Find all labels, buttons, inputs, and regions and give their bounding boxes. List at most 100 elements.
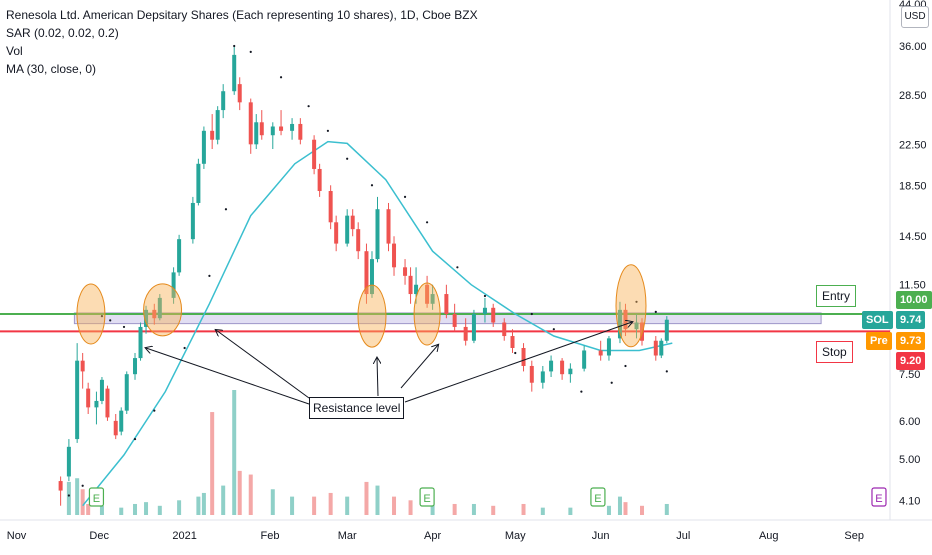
resistance-arrow — [146, 348, 310, 405]
sar-dot — [109, 319, 112, 322]
candle-body — [94, 400, 99, 408]
candle-body — [529, 365, 534, 383]
candle-body — [237, 84, 242, 103]
earnings-marker — [419, 487, 435, 507]
x-tick-label: Jul — [676, 530, 690, 542]
candle-body — [617, 309, 622, 339]
x-tick-label: Dec — [89, 530, 109, 542]
sar-dot — [346, 157, 349, 160]
volume-bar — [99, 505, 104, 515]
chart-legend: Renesola Ltd. American Depsitary Shares … — [6, 6, 478, 78]
legend-sar[interactable]: SAR (0.02, 0.02, 0.2) — [6, 26, 119, 40]
y-tick-label: 22.50 — [899, 139, 927, 151]
volume-bar — [345, 496, 350, 515]
sar-dot — [483, 294, 487, 298]
sar-dot — [133, 437, 137, 441]
candle-body — [105, 388, 110, 418]
volume-bar — [640, 505, 645, 515]
y-tick-label: 7.50 — [899, 369, 920, 381]
x-tick-label: Aug — [759, 530, 779, 542]
candle-body — [471, 313, 476, 341]
candle-body — [598, 350, 603, 356]
candle-body — [232, 54, 237, 92]
sar-dot — [624, 364, 627, 368]
candle-body — [254, 122, 259, 145]
candle-body — [659, 340, 664, 356]
y-tick-label: 5.00 — [899, 454, 920, 466]
sar-dot — [153, 409, 156, 412]
candle-body — [113, 420, 118, 436]
resistance-arrow — [377, 358, 378, 397]
volume-bar — [521, 503, 526, 515]
highlight-ellipse — [413, 282, 441, 346]
candle-body — [634, 322, 639, 330]
x-tick-label: Nov — [7, 530, 27, 542]
candle-body — [386, 209, 391, 244]
entry-price-label: 10.00 — [896, 291, 932, 309]
candle-body — [80, 360, 85, 372]
legend-vol[interactable]: Vol — [6, 44, 23, 58]
candle-body — [350, 215, 355, 230]
sar-dot — [580, 390, 583, 393]
y-tick-label: 36.00 — [899, 41, 927, 53]
candle-body — [334, 222, 339, 244]
pre-market-tag: Pre — [866, 332, 892, 350]
candle-body — [664, 319, 669, 341]
candle-body — [196, 163, 201, 203]
volume-bar — [312, 496, 317, 515]
sar-dot — [279, 76, 283, 79]
y-tick-label: 6.00 — [899, 416, 920, 428]
candle-body — [221, 91, 226, 111]
sar-dot — [654, 310, 657, 314]
stop-annotation: Stop — [816, 341, 853, 363]
resistance-arrow — [404, 322, 632, 403]
candle-body — [210, 130, 215, 140]
candle-body — [540, 371, 545, 383]
candle-body — [403, 267, 408, 276]
candle-body — [640, 322, 645, 341]
legend-ma[interactable]: MA (30, close, 0) — [6, 62, 97, 76]
candle-body — [606, 338, 611, 356]
highlight-ellipse — [357, 284, 387, 348]
volume-bar — [606, 505, 611, 515]
earnings-marker-label: E — [423, 493, 430, 505]
volume-bar — [408, 500, 413, 515]
candle-body — [317, 168, 322, 192]
candle-body — [270, 126, 275, 136]
candle-body — [549, 360, 554, 372]
sar-dot — [81, 484, 84, 487]
volume-bar — [201, 492, 206, 515]
candle-body — [364, 251, 369, 295]
volume-bar — [75, 478, 80, 515]
candle-body — [392, 243, 397, 268]
volume-bar — [86, 503, 91, 515]
sar-dot — [122, 325, 126, 329]
resistance-annotation: Resistance level — [309, 397, 405, 419]
candle-body — [290, 123, 295, 131]
x-tick-label: 2021 — [172, 530, 196, 542]
candle-body — [425, 284, 430, 304]
candle-body — [86, 388, 91, 408]
candle-body — [560, 360, 565, 375]
y-tick-label: 14.50 — [899, 231, 927, 243]
volume-bar — [471, 503, 476, 515]
candle-body — [653, 340, 658, 356]
volume-bar — [210, 412, 215, 515]
sar-dot — [183, 346, 186, 350]
candle-body — [312, 139, 317, 169]
earnings-marker-label: E — [93, 493, 100, 505]
volume-bar — [66, 481, 71, 515]
candle-body — [369, 259, 374, 295]
candle-body — [66, 446, 71, 477]
sol-ticker-tag: SOL — [862, 311, 893, 329]
candle-body — [568, 368, 573, 375]
highlight-ellipse — [615, 264, 647, 348]
candle-body — [502, 322, 507, 337]
volume-bar — [290, 496, 295, 515]
candle-body — [345, 215, 350, 244]
candle-body — [248, 102, 253, 145]
candle-body — [444, 294, 449, 314]
currency-button[interactable]: USD — [901, 6, 929, 28]
